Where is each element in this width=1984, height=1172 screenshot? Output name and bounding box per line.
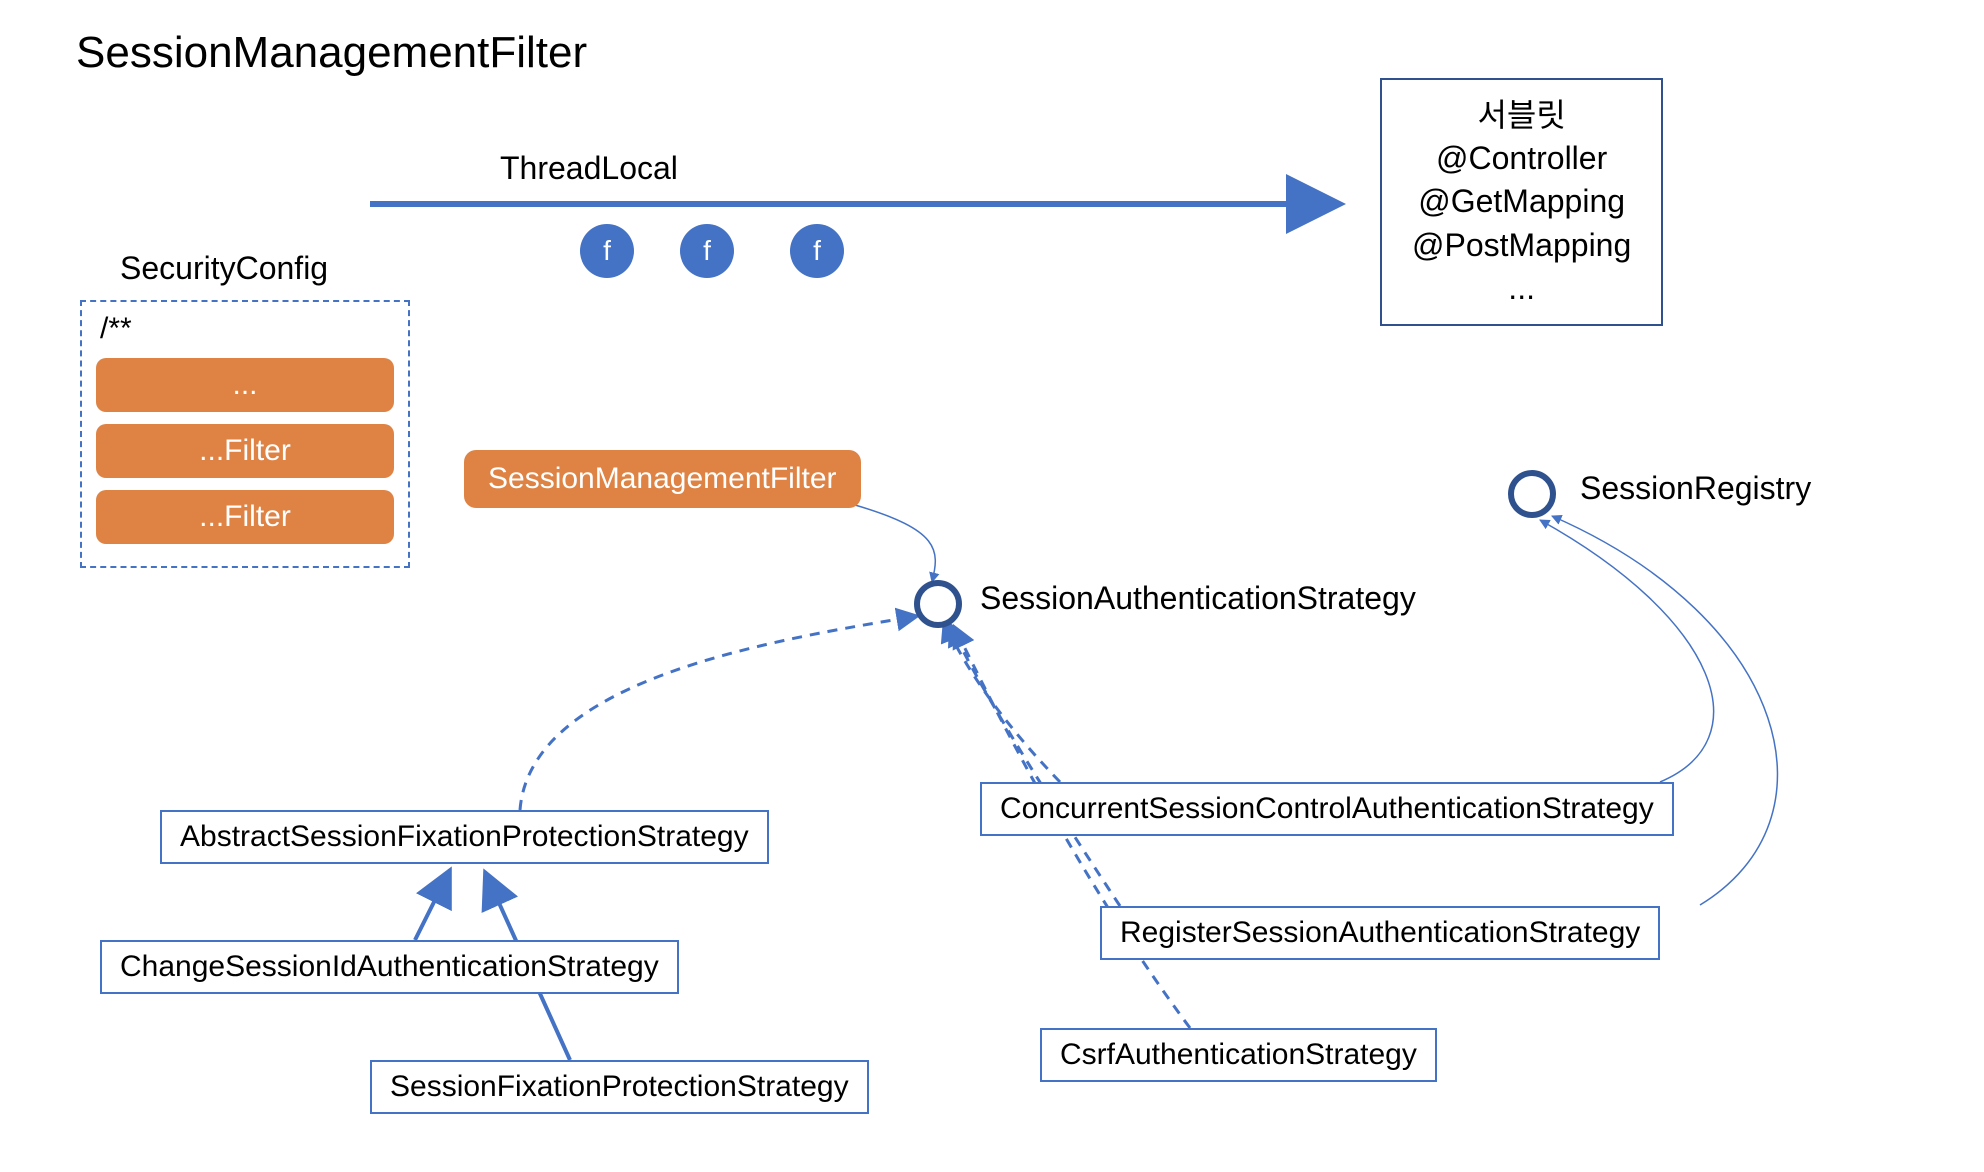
edge-changeid-to-abstract bbox=[415, 870, 450, 940]
edge-concurrent-to-ring bbox=[944, 620, 1060, 782]
security-config-box: /** ... ...Filter ...Filter bbox=[80, 300, 410, 568]
box-concurrent-control: ConcurrentSessionControlAuthenticationSt… bbox=[980, 782, 1674, 836]
filter-badge-2: f bbox=[790, 224, 844, 278]
servlet-line-4: ... bbox=[1412, 267, 1631, 310]
edge-concurrent-to-registry bbox=[1540, 520, 1714, 782]
box-session-fixation: SessionFixationProtectionStrategy bbox=[370, 1060, 869, 1114]
session-mgmt-filter-box: SessionManagementFilter bbox=[464, 450, 861, 508]
servlet-line-1: @Controller bbox=[1412, 137, 1631, 180]
edge-abstract-to-ring bbox=[520, 616, 918, 810]
servlet-box: 서블릿 @Controller @GetMapping @PostMapping… bbox=[1380, 78, 1663, 326]
session-auth-strategy-ring bbox=[914, 580, 962, 628]
edge-register-to-registry bbox=[1552, 516, 1777, 905]
filter-pill-1: ...Filter bbox=[96, 424, 394, 478]
box-csrf-auth: CsrfAuthenticationStrategy bbox=[1040, 1028, 1437, 1082]
filter-pill-2: ...Filter bbox=[96, 490, 394, 544]
page-title: SessionManagementFilter bbox=[76, 28, 587, 78]
servlet-line-3: @PostMapping bbox=[1412, 224, 1631, 267]
threadlocal-label: ThreadLocal bbox=[500, 150, 678, 187]
servlet-line-0: 서블릿 bbox=[1412, 94, 1631, 137]
box-register-session: RegisterSessionAuthenticationStrategy bbox=[1100, 906, 1660, 960]
filter-badge-1: f bbox=[680, 224, 734, 278]
box-change-session-id: ChangeSessionIdAuthenticationStrategy bbox=[100, 940, 679, 994]
session-registry-label: SessionRegistry bbox=[1580, 470, 1811, 507]
edge-register-to-ring bbox=[950, 624, 1120, 906]
servlet-line-2: @GetMapping bbox=[1412, 180, 1631, 223]
edge-filter-to-strategy bbox=[855, 505, 935, 582]
security-config-title: SecurityConfig bbox=[120, 250, 328, 287]
security-config-header: /** bbox=[100, 312, 394, 346]
box-abstract-fixation: AbstractSessionFixationProtectionStrateg… bbox=[160, 810, 769, 864]
session-auth-strategy-label: SessionAuthenticationStrategy bbox=[980, 580, 1416, 617]
filter-pill-0: ... bbox=[96, 358, 394, 412]
session-registry-ring bbox=[1508, 470, 1556, 518]
filter-badge-0: f bbox=[580, 224, 634, 278]
